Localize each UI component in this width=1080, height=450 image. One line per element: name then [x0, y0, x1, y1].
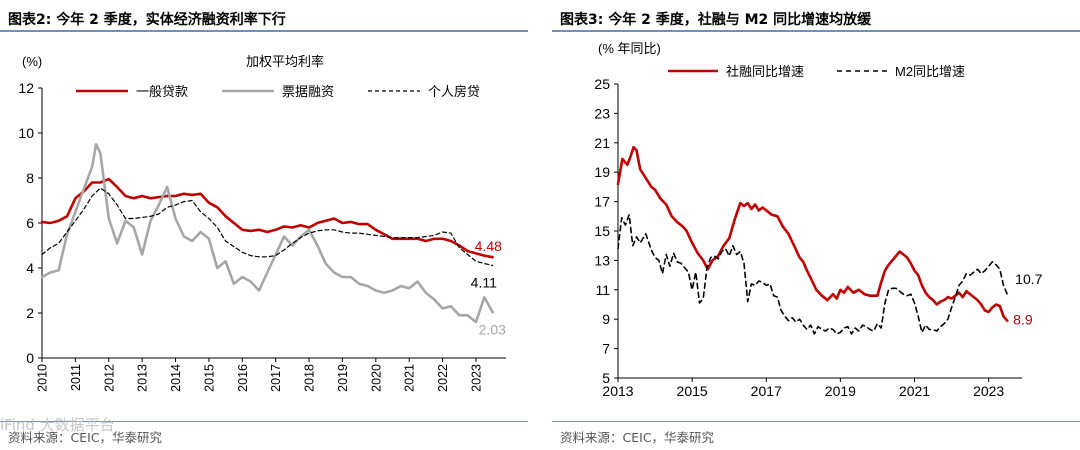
- x-tick-label: 2014: [169, 364, 183, 392]
- right-chart-panel: 图表3: 今年 2 季度，社融与 M2 同比增速均放缓 5 7 9 11 13 15 17 1…: [552, 0, 1080, 450]
- end-value-label: 4.11: [471, 275, 497, 291]
- x-tick-label: 2011: [69, 364, 83, 391]
- series-line-2: [617, 214, 1009, 335]
- y-tick-label: 7: [602, 341, 610, 357]
- right-source-rule: [552, 421, 1080, 422]
- left-chart: 0 2 4 6 8 10 12 2010 2011 2012 2013 2014 2015 2016 201…: [18, 54, 506, 392]
- x-tick-label: 2018: [303, 364, 317, 392]
- x-tick-label: 2017: [269, 364, 283, 392]
- left-title-rule: [0, 30, 528, 32]
- legend-label-1: 一般贷款: [136, 84, 188, 99]
- legend-label-3: 个人房贷: [428, 84, 480, 99]
- x-tick-label: 2020: [369, 364, 383, 392]
- y-tick-label: 25: [594, 76, 610, 92]
- x-tick-label: 2010: [36, 364, 50, 392]
- x-tick-label: 2016: [236, 364, 250, 392]
- legend-label-2: M2同比增速: [895, 64, 965, 79]
- left-figure-title: 图表2: 今年 2 季度，实体经济融资利率下行: [8, 12, 286, 28]
- y-tick-label: 17: [594, 194, 610, 210]
- y-unit-label: (% 年同比): [598, 41, 661, 56]
- end-value-label: 8.9: [1013, 312, 1033, 328]
- y-tick-label: 8: [26, 170, 34, 186]
- end-value-label: 4.48: [475, 238, 502, 254]
- y-tick-label: 12: [18, 80, 34, 96]
- right-title-rule: [552, 30, 1080, 32]
- x-tick-label: 2013: [136, 364, 150, 392]
- x-tick-label: 2019: [825, 383, 856, 399]
- x-tick-label: 2013: [602, 383, 633, 399]
- series-line-3: [41, 187, 494, 267]
- x-tick-label: 2015: [677, 383, 708, 399]
- y-tick-label: 4: [26, 260, 34, 276]
- left-source-rule: [0, 421, 528, 422]
- end-value-label: 10.7: [1015, 271, 1042, 287]
- legend-label-1: 社融同比增速: [726, 64, 804, 79]
- y-tick-label: 23: [594, 105, 610, 121]
- right-source-note: 资料来源：CEIC，华泰研究: [560, 430, 715, 445]
- y-tick-label: 19: [594, 164, 610, 180]
- y-tick-label: 0: [26, 350, 34, 366]
- x-tick-label: 2021: [899, 383, 930, 399]
- x-tick-label: 2021: [403, 364, 417, 392]
- x-tick-label: 2017: [751, 383, 782, 399]
- y-unit-label: (%): [22, 54, 42, 69]
- x-tick-label: 2022: [436, 364, 450, 392]
- watermark: iFind 大数据平台: [0, 416, 115, 434]
- x-tick-label: 2023: [973, 383, 1004, 399]
- x-tick-label: 2019: [336, 364, 350, 392]
- left-source-note: 资料来源：CEIC，华泰研究: [8, 430, 163, 445]
- y-tick-label: 21: [594, 135, 610, 151]
- y-tick-label: 13: [594, 252, 610, 268]
- y-tick-label: 11: [595, 282, 610, 298]
- series-line-1: [616, 145, 1009, 323]
- y-tick-label: 9: [602, 311, 610, 327]
- y-tick-label: 10: [18, 125, 34, 141]
- right-figure-title: 图表3: 今年 2 季度，社融与 M2 同比增速均放缓: [560, 12, 872, 28]
- x-tick-label: 2023: [469, 364, 483, 392]
- y-tick-label: 2: [26, 305, 34, 321]
- x-tick-label: 2015: [202, 364, 216, 392]
- end-value-label: 2.03: [479, 321, 506, 337]
- chart-subtitle: 加权平均利率: [246, 54, 324, 69]
- left-chart-panel: 图表2: 今年 2 季度，实体经济融资利率下行 0 2 4 6 8 10 12 2010 201…: [0, 0, 528, 450]
- series-line-1: [40, 177, 494, 259]
- y-tick-label: 15: [594, 223, 610, 239]
- y-tick-label: 6: [26, 215, 34, 231]
- y-tick-label: 5: [602, 370, 610, 386]
- legend-label-2: 票据融资: [282, 84, 334, 99]
- right-chart: 5 7 9 11 13 15 17 19 21 23 25 2013 2015 2017 2019 2021 2…: [594, 41, 1042, 399]
- series-line-2: [40, 143, 494, 324]
- x-tick-label: 2012: [102, 364, 116, 392]
